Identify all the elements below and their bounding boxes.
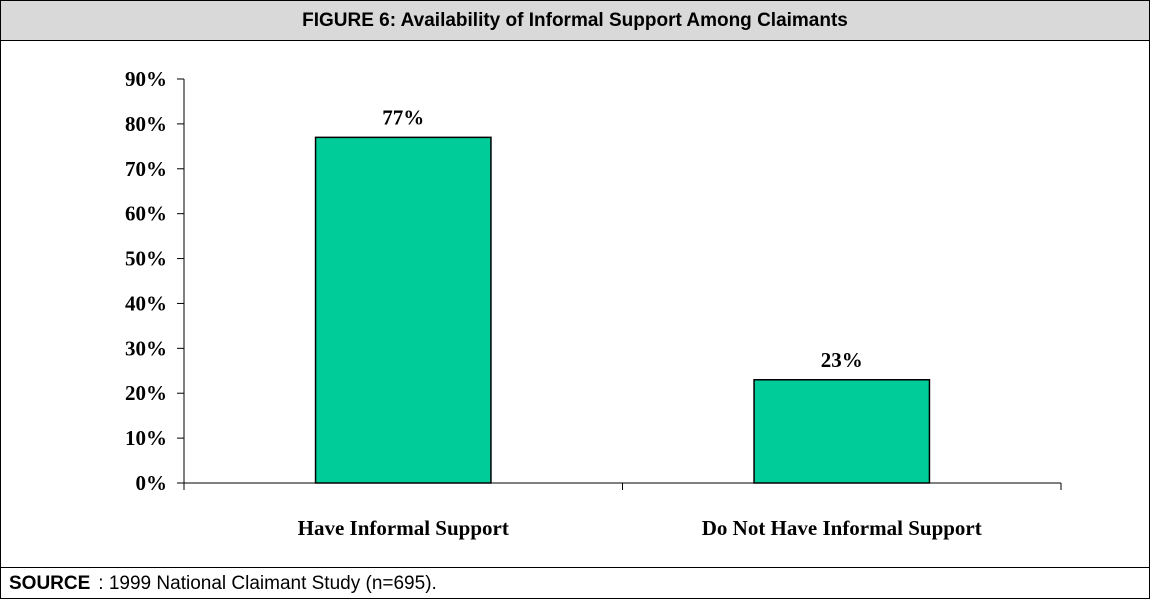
data-labels: 77% 23% (382, 105, 863, 371)
y-tick-label: 20% (125, 381, 167, 405)
category-labels: Have Informal Support Do Not Have Informa… (298, 516, 982, 540)
category-label: Do Not Have Informal Support (702, 516, 982, 540)
bar-chart: 0% 10% 20% 30% 40% 50% 60% 70% 80% 90% 77% 23% Hav… (125, 67, 1062, 540)
bar (753, 379, 931, 484)
y-tick-label: 80% (125, 112, 167, 136)
data-label: 23% (821, 348, 863, 372)
category-label: Have Informal Support (298, 516, 509, 540)
figure-title: FIGURE 6: Availability of Informal Suppo… (1, 1, 1149, 41)
y-tick-label: 0% (136, 471, 168, 495)
y-tick-label: 90% (125, 67, 167, 91)
y-tick-label: 10% (125, 426, 167, 450)
data-label: 77% (382, 105, 424, 129)
source-note: SOURCE : 1999 National Claimant Study (n=… (1, 567, 1149, 600)
y-tick-label: 70% (125, 157, 167, 181)
y-tick-label: 40% (125, 291, 167, 315)
bars (314, 136, 931, 484)
y-tick-label: 60% (125, 202, 167, 226)
y-tick-label: 30% (125, 336, 167, 360)
source-text: : 1999 National Claimant Study (n=695). (98, 573, 437, 594)
source-label: SOURCE (9, 573, 91, 594)
y-axis-ticks: 0% 10% 20% 30% 40% 50% 60% 70% 80% 90% (125, 67, 184, 495)
bar (314, 136, 492, 484)
y-tick-label: 50% (125, 247, 167, 271)
